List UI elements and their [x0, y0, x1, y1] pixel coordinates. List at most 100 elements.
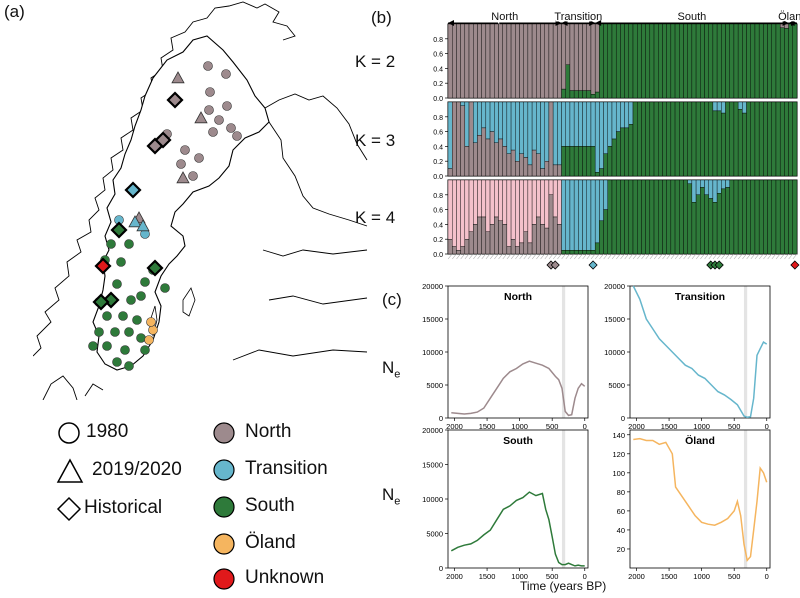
sample-id-tick [679, 253, 684, 260]
sample-id-tick [578, 253, 583, 260]
sample-circle-north [180, 145, 190, 155]
admix-bar [460, 101, 466, 106]
admix-bar [716, 193, 722, 255]
sample-triangle-transition [136, 219, 150, 232]
admix-bar [561, 250, 566, 255]
sample-id-tick [569, 253, 575, 260]
admix-bar [548, 23, 554, 99]
ne-line-north [451, 360, 586, 417]
sample-circle-south [102, 341, 112, 351]
admix-bar [670, 101, 676, 177]
admix-bar [452, 179, 457, 247]
admix-bar [515, 160, 520, 177]
map-legend: 1980 2019/2020 Historical North Transiti… [56, 420, 356, 590]
admix-bar [548, 194, 554, 255]
sample-id-tick [674, 253, 680, 260]
admix-bar [742, 179, 747, 255]
admix-bar [666, 179, 672, 255]
sample-id-tick [552, 253, 558, 260]
sample-circle-north [176, 159, 186, 169]
sample-id-tick [477, 253, 482, 260]
admix-bar [489, 179, 495, 225]
admix-bar [468, 23, 474, 99]
admix-bar [452, 246, 457, 255]
sample-id-tick [653, 253, 659, 260]
admix-bar [687, 23, 693, 99]
admix-bar [590, 23, 596, 95]
admix-bar [620, 23, 625, 99]
region-label-2: South [678, 11, 707, 23]
ytick-label: 15000 [604, 315, 625, 324]
admix-bar [683, 101, 688, 177]
ytick-label: 20000 [604, 282, 625, 291]
admix-bar [578, 90, 583, 99]
admix-bar [775, 179, 781, 255]
sample-id-tick [662, 253, 667, 260]
admix-bar [603, 209, 608, 255]
admix-bar [645, 179, 651, 255]
sample-id-tick [775, 253, 781, 260]
sample-id-tick [473, 253, 478, 260]
sample-circle-south [140, 345, 150, 355]
region-arrowhead [791, 20, 797, 26]
sample-circle-north [203, 61, 213, 71]
sample-circle-south [126, 295, 136, 305]
ne-title-transition: Transition [675, 291, 725, 303]
panel-label-b: (b) [371, 8, 392, 27]
admix-bar [582, 250, 587, 255]
admix-bar [792, 179, 798, 255]
sample-id-tick [716, 253, 722, 260]
admix-bar [733, 179, 739, 255]
ytick-label: 140 [612, 431, 625, 440]
admix-bar [721, 188, 726, 255]
sample-id-tick [763, 253, 768, 260]
admix-bar [700, 101, 705, 177]
norway-outline [33, 1, 296, 357]
admix-bar [447, 168, 453, 177]
admix-bar [481, 127, 487, 177]
admix-bar [603, 153, 608, 177]
admix-bar [460, 23, 466, 99]
admix-bar [447, 238, 453, 255]
sample-id-tick [531, 253, 537, 260]
admix-bar [649, 101, 655, 177]
admix-bar [708, 198, 714, 255]
ytick-label: 0.0 [433, 252, 443, 259]
admix-bar [784, 28, 789, 99]
sample-id-tick [523, 253, 529, 260]
admix-bar [712, 201, 718, 255]
admix-bar [519, 242, 524, 255]
admix-bar [700, 179, 705, 188]
admix-bar [611, 179, 617, 255]
sample-diamond-unknown [94, 257, 112, 275]
admix-bar [464, 23, 470, 99]
admix-bar [460, 179, 466, 247]
sample-circle-south [120, 345, 130, 355]
sample-id-tick [788, 253, 793, 260]
sample-id-tick [742, 253, 747, 260]
sample-id-tick [729, 253, 735, 260]
sample-id-tick [784, 253, 789, 260]
gotland-outline [182, 287, 196, 317]
admix-bar [536, 101, 541, 154]
admix-bar [674, 179, 680, 255]
admix-bar [767, 179, 772, 255]
admix-bar [637, 23, 642, 99]
admix-bar [557, 23, 562, 99]
k3-label: K = 3 [355, 131, 396, 150]
ytick-label: 10000 [604, 348, 625, 357]
admix-bar [708, 179, 714, 199]
admix-bar [620, 101, 625, 129]
north-swatch [213, 422, 235, 444]
denmark-outline [42, 375, 104, 400]
xtick-label: 500 [546, 572, 559, 581]
admix-bar [758, 179, 764, 255]
north-swatch-icon [213, 422, 235, 444]
sample-id-tick [759, 253, 764, 260]
ytick-label: 0.4 [433, 144, 443, 151]
admix-bar [468, 179, 474, 232]
legend-label-1980: 1980 [86, 421, 129, 442]
ne-line-oland [633, 437, 768, 563]
ytick-label: 40 [617, 526, 625, 535]
admix-bar [725, 101, 730, 177]
